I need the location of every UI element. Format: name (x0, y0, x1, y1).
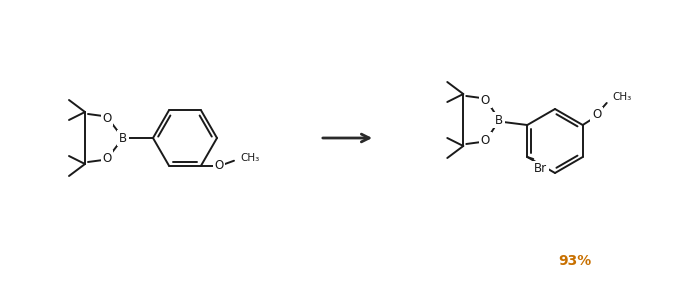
Text: B: B (495, 114, 503, 126)
Text: Br: Br (534, 162, 547, 176)
Text: O: O (214, 159, 224, 172)
Text: CH₃: CH₃ (613, 92, 632, 102)
Text: 93%: 93% (559, 254, 592, 268)
Text: O: O (103, 112, 112, 124)
Text: O: O (103, 152, 112, 164)
Text: CH₃: CH₃ (240, 153, 259, 163)
Text: O: O (481, 94, 490, 106)
Text: B: B (119, 132, 127, 144)
Text: O: O (592, 108, 602, 122)
Text: O: O (481, 134, 490, 146)
